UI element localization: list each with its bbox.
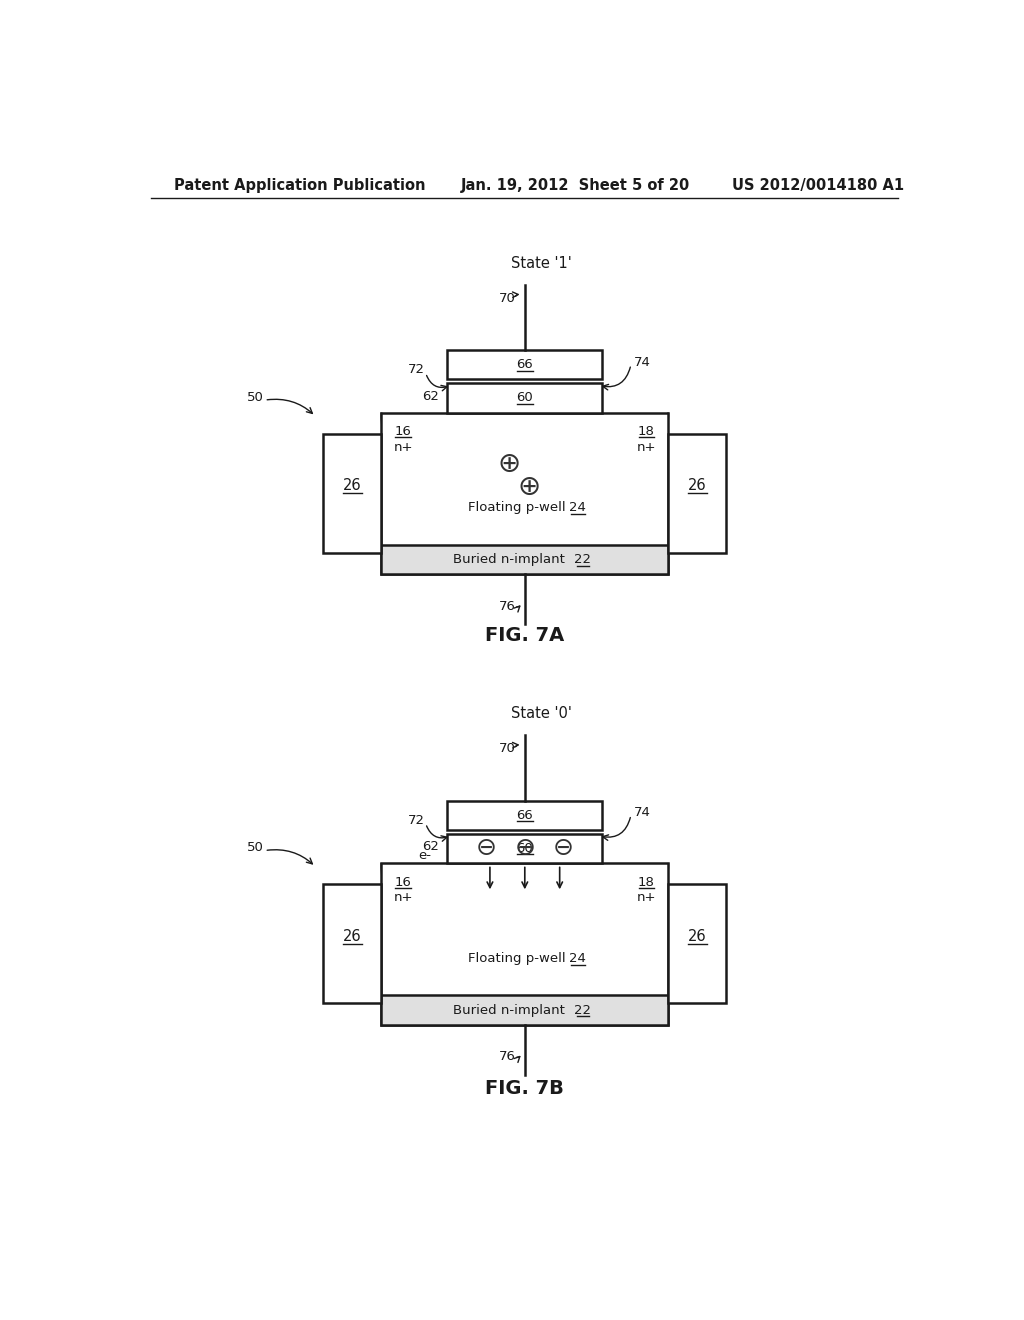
Text: 16: 16 (394, 875, 412, 888)
Bar (447, 383, 602, 412)
Text: 16: 16 (394, 425, 412, 438)
Bar (381, 545, 669, 574)
Text: 60: 60 (516, 391, 534, 404)
Text: Patent Application Publication: Patent Application Publication (174, 178, 426, 193)
Text: 66: 66 (516, 358, 534, 371)
Text: State '0': State '0' (511, 706, 572, 721)
Text: 24: 24 (569, 502, 586, 515)
Text: ⊖: ⊖ (475, 836, 497, 859)
Bar (324, 434, 381, 553)
Text: US 2012/0014180 A1: US 2012/0014180 A1 (732, 178, 904, 193)
Bar (324, 884, 381, 1003)
Text: 24: 24 (569, 952, 586, 965)
Text: ⊖: ⊖ (553, 836, 574, 859)
Text: 62: 62 (422, 841, 438, 853)
Text: 72: 72 (408, 813, 425, 826)
Bar (381, 412, 669, 574)
Bar (447, 800, 602, 830)
Text: 26: 26 (688, 478, 707, 494)
Text: 62: 62 (422, 389, 438, 403)
Bar (447, 834, 602, 863)
Text: ⊖: ⊖ (514, 836, 536, 859)
Text: 18: 18 (638, 425, 655, 438)
Text: Jan. 19, 2012  Sheet 5 of 20: Jan. 19, 2012 Sheet 5 of 20 (461, 178, 690, 193)
Text: 72: 72 (408, 363, 425, 376)
Text: ⊕: ⊕ (498, 450, 521, 478)
Text: 26: 26 (343, 928, 361, 944)
Text: 50: 50 (247, 391, 263, 404)
Text: 22: 22 (574, 553, 592, 566)
Text: 18: 18 (638, 875, 655, 888)
Text: 66: 66 (516, 809, 534, 822)
Text: Floating p-well: Floating p-well (468, 952, 566, 965)
Text: 74: 74 (634, 355, 651, 368)
Text: 50: 50 (247, 841, 263, 854)
Text: Buried n-implant: Buried n-implant (454, 553, 565, 566)
Text: 26: 26 (343, 478, 361, 494)
Text: FIG. 7B: FIG. 7B (485, 1078, 564, 1098)
Bar (447, 350, 602, 379)
Bar (669, 434, 726, 553)
Text: 76: 76 (500, 1051, 516, 1064)
Text: 26: 26 (688, 928, 707, 944)
Bar (381, 995, 669, 1024)
Text: 70: 70 (500, 742, 516, 755)
Text: Buried n-implant: Buried n-implant (454, 1003, 565, 1016)
Text: 70: 70 (500, 292, 516, 305)
Text: e-: e- (419, 849, 432, 862)
Text: State '1': State '1' (511, 256, 572, 271)
Text: n+: n+ (393, 891, 413, 904)
Text: 60: 60 (516, 842, 534, 855)
Text: ⊕: ⊕ (517, 473, 541, 502)
Bar (669, 884, 726, 1003)
Text: 76: 76 (500, 601, 516, 612)
Text: FIG. 7A: FIG. 7A (485, 626, 564, 645)
Text: n+: n+ (393, 441, 413, 454)
Text: Floating p-well: Floating p-well (468, 502, 566, 515)
Text: n+: n+ (637, 441, 656, 454)
Bar (381, 863, 669, 1024)
Text: 74: 74 (634, 807, 651, 818)
Text: 22: 22 (574, 1003, 592, 1016)
Text: n+: n+ (637, 891, 656, 904)
